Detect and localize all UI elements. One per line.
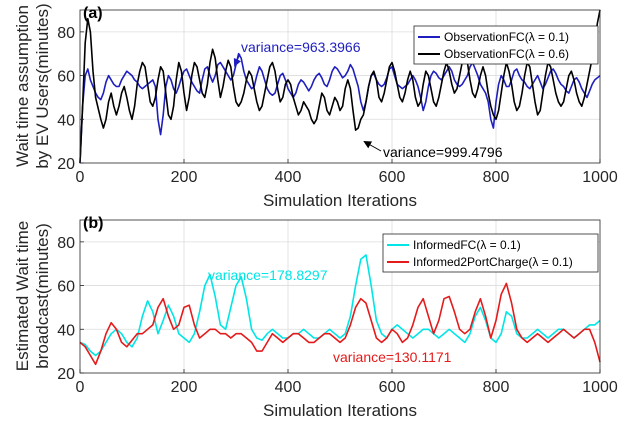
panel-a: 20 40 60 80 0 200 400 600 800 1000 (a) Wait time… [13, 3, 618, 210]
panel-a-label: (a) [83, 5, 103, 22]
panel-b: 20 40 60 80 0 200 400 600 800 1000 (b) Estimated… [13, 215, 618, 420]
panel-b-axes-box [79, 219, 601, 374]
panel-b-ytick-label: 60 [57, 279, 75, 296]
panel-b-xtick-label: 1000 [582, 379, 618, 396]
legend-label-informedfc: InformedFC(λ = 0.1) [413, 238, 521, 252]
panel-a-annotation-blue-arrow [233, 53, 242, 67]
panel-a-xtick-label: 800 [483, 169, 510, 186]
panel-b-ytick-label: 80 [57, 235, 75, 252]
panel-a-legend: ObservationFC(λ = 0.1) ObservationFC(λ =… [413, 25, 599, 65]
panel-a-ytick-label: 20 [57, 156, 75, 173]
panel-b-label: (b) [83, 215, 103, 232]
panel-a-ylabel-line2: by EV Users(minutes) [33, 3, 52, 168]
panel-b-legend: InformedFC(λ = 0.1) Informed2PortCharge(… [382, 233, 599, 273]
panel-a-xtick-label: 1000 [582, 169, 618, 186]
panel-b-ytick-label: 20 [57, 366, 75, 383]
legend-label-observationfc-01: ObservationFC(λ = 0.1) [444, 30, 569, 44]
panel-b-xtick-label: 0 [76, 379, 85, 396]
panel-b-annotation-cyan: variance=178.8297 [208, 267, 328, 283]
panel-a-annotation-blue: variance=963.3966 [241, 39, 361, 55]
panel-a-xtick-label: 400 [275, 169, 302, 186]
legend-label-observationfc-06: ObservationFC(λ = 0.6) [444, 47, 569, 61]
panel-b-xtick-label: 400 [275, 379, 302, 396]
panel-a-annotation-black-arrow [363, 141, 382, 152]
panel-a-ytick-label: 40 [57, 112, 75, 129]
panel-b-xtick-label: 200 [171, 379, 198, 396]
panel-a-annotation-black: variance=999.4796 [383, 144, 503, 160]
panel-a-ytick-label: 60 [57, 69, 75, 86]
panel-a-series-line-0 [79, 52, 601, 164]
panel-a-xtick-label: 600 [379, 169, 406, 186]
panel-a-ylabel-line1: Wait time assumption [13, 5, 32, 167]
panel-b-xtick-label: 600 [379, 379, 406, 396]
panel-a-axes-box [79, 9, 601, 164]
panel-b-xtick-label: 800 [483, 379, 510, 396]
panel-a-xtick-label: 0 [76, 169, 85, 186]
panel-b-ylabel-line1: Estimated Wait time [13, 221, 32, 372]
panel-b-series-line-1 [79, 282, 601, 366]
legend-label-informed2portcharge: Informed2PortCharge(λ = 0.1) [413, 255, 573, 269]
panel-a-series-line-1 [79, 9, 601, 164]
panel-b-xlabel: Simulation Iterations [263, 401, 417, 420]
panel-a-xtick-label: 200 [171, 169, 198, 186]
panel-b-ytick-label: 40 [57, 322, 75, 339]
panel-b-annotation-red: variance=130.1171 [333, 349, 452, 365]
panel-a-xlabel: Simulation Iterations [263, 191, 417, 210]
panel-a-ytick-label: 80 [57, 25, 75, 42]
panel-b-ylabel-line2: broadcast(minutes) [33, 223, 52, 369]
